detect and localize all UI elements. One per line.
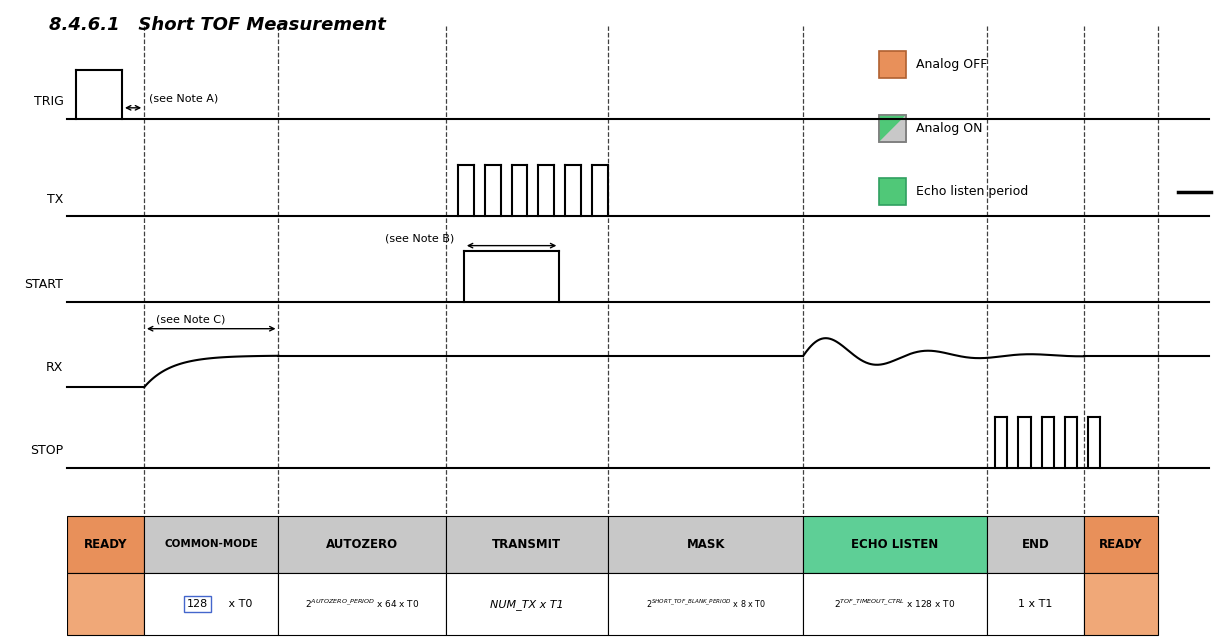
Text: NUM_TX x T1: NUM_TX x T1 — [490, 599, 564, 610]
Text: READY: READY — [84, 538, 127, 551]
Bar — [278, 573, 446, 635]
Text: Echo listen period: Echo listen period — [916, 185, 1028, 199]
Text: $2^{SHORT\_TOF\_BLANK\_PERIOD}$ x 8 x T0: $2^{SHORT\_TOF\_BLANK\_PERIOD}$ x 8 x T0 — [646, 598, 766, 610]
Text: 1 x T1: 1 x T1 — [1018, 599, 1053, 609]
Text: TRANSMIT: TRANSMIT — [492, 538, 562, 551]
PathPatch shape — [879, 115, 906, 142]
Bar — [608, 573, 803, 635]
Bar — [1084, 573, 1158, 635]
Bar — [446, 573, 608, 635]
Text: START: START — [24, 278, 63, 291]
Bar — [1084, 516, 1158, 573]
Text: RX: RX — [46, 361, 63, 374]
Text: (see Note A): (see Note A) — [149, 94, 219, 104]
Text: TX: TX — [48, 193, 63, 206]
Text: ECHO LISTEN: ECHO LISTEN — [851, 538, 939, 551]
Text: END: END — [1022, 538, 1049, 551]
Text: AUTOZERO: AUTOZERO — [326, 538, 398, 551]
Text: READY: READY — [1099, 538, 1143, 551]
Text: 8.4.6.1   Short TOF Measurement: 8.4.6.1 Short TOF Measurement — [49, 16, 386, 34]
Text: $2^{TOF\_TIMEOUT\_CTRL}$ x 128 x T0: $2^{TOF\_TIMEOUT\_CTRL}$ x 128 x T0 — [834, 598, 956, 610]
Text: $2^{AUTOZERO\_PERIOD}$ x 64 x T0: $2^{AUTOZERO\_PERIOD}$ x 64 x T0 — [305, 598, 419, 610]
Bar — [987, 573, 1084, 635]
Bar — [278, 516, 446, 573]
Bar — [803, 573, 987, 635]
Text: x T0: x T0 — [225, 599, 253, 609]
Text: Analog ON: Analog ON — [916, 122, 982, 135]
Bar — [987, 516, 1084, 573]
Bar — [67, 516, 144, 573]
Text: Analog OFF: Analog OFF — [916, 59, 987, 71]
Bar — [879, 178, 906, 205]
Text: 128: 128 — [187, 599, 208, 609]
Text: STOP: STOP — [31, 444, 63, 457]
Text: (see Note B): (see Note B) — [385, 233, 454, 243]
Text: TRIG: TRIG — [34, 95, 63, 108]
Bar — [608, 516, 803, 573]
Bar — [67, 573, 144, 635]
Bar — [144, 516, 278, 573]
Bar — [879, 51, 906, 78]
Bar — [803, 516, 987, 573]
Bar — [879, 115, 906, 142]
Text: (see Note C): (see Note C) — [156, 315, 226, 325]
Text: MASK: MASK — [686, 538, 725, 551]
Bar — [446, 516, 608, 573]
Text: COMMON-MODE: COMMON-MODE — [165, 539, 258, 549]
Bar — [144, 573, 278, 635]
Bar — [879, 115, 906, 142]
